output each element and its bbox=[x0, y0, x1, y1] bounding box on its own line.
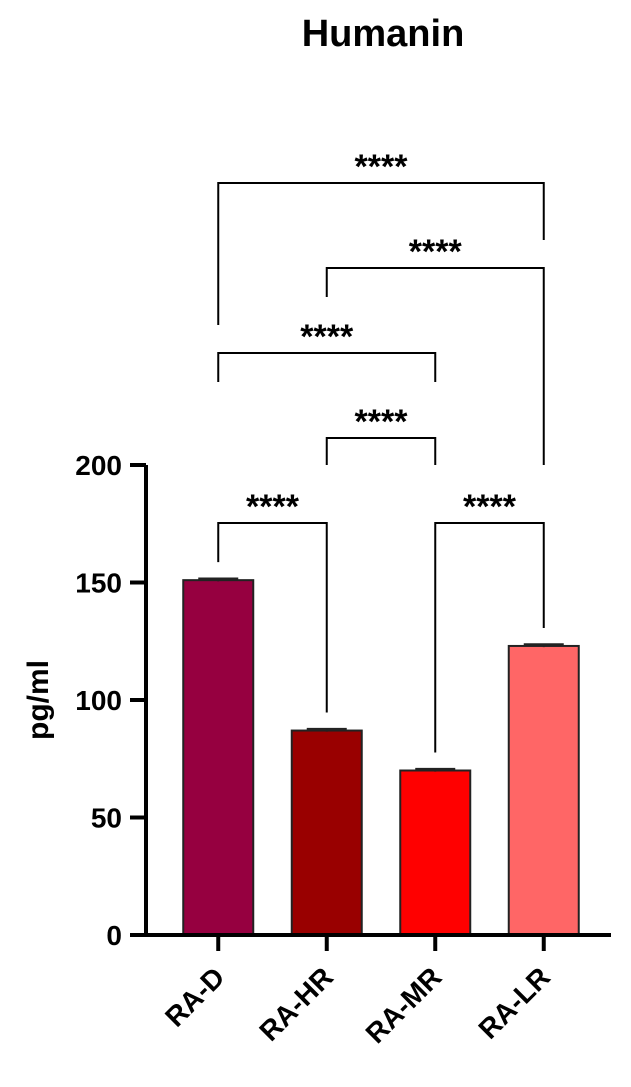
x-tick-label: RA-MR bbox=[360, 961, 448, 1049]
y-tick-label: 150 bbox=[75, 568, 122, 599]
significance-bracket bbox=[325, 267, 545, 465]
bar-ra-lr bbox=[507, 644, 580, 936]
significance-label: **** bbox=[409, 233, 463, 271]
y-tick-label: 50 bbox=[91, 803, 122, 834]
bar-ra-mr bbox=[399, 769, 472, 936]
significance-label: **** bbox=[355, 403, 409, 441]
chart-marks: 0 50 100 150 200 RA-D RA-HR RA-MR RA-LR **** **** *… bbox=[75, 148, 611, 1049]
y-axis-label: pg/ml bbox=[22, 660, 55, 740]
x-tick-label: RA-D bbox=[159, 961, 230, 1032]
x-tick-label: RA-LR bbox=[472, 961, 556, 1045]
significance-bracket bbox=[217, 182, 545, 325]
significance-bracket bbox=[325, 437, 437, 465]
significance-label: **** bbox=[463, 488, 517, 526]
significance-label: **** bbox=[246, 488, 300, 526]
y-tick-label: 0 bbox=[106, 920, 122, 951]
significance-bracket bbox=[217, 522, 328, 713]
chart-title: Humanin bbox=[302, 13, 465, 55]
y-tick-label: 100 bbox=[75, 685, 122, 716]
significance-bracket bbox=[217, 352, 437, 382]
bar-ra-d bbox=[182, 579, 255, 937]
significance-bracket bbox=[434, 522, 545, 753]
y-tick-label: 200 bbox=[75, 450, 122, 481]
bar-ra-hr bbox=[290, 729, 363, 936]
significance-label: **** bbox=[300, 318, 354, 356]
significance-label: **** bbox=[355, 148, 409, 186]
x-tick-label: RA-HR bbox=[253, 961, 339, 1047]
